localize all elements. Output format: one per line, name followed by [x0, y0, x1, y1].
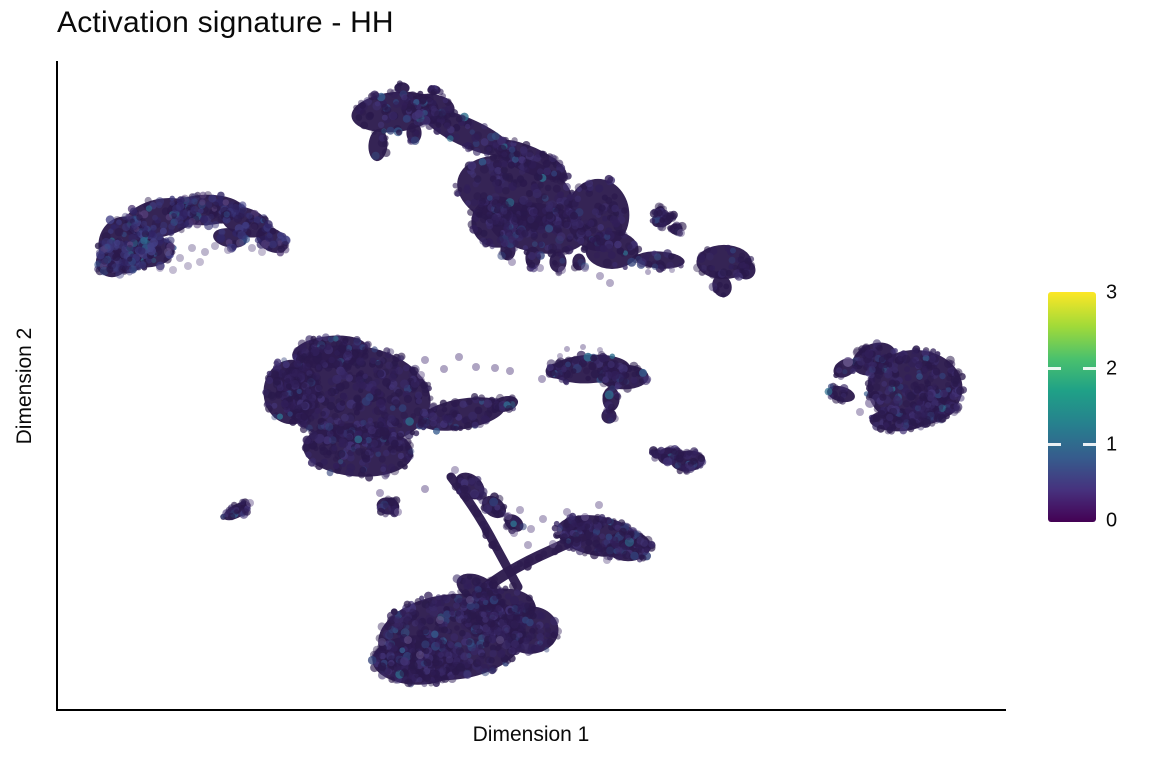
colorbar-label-0: 0: [1106, 509, 1118, 532]
colorbar-label-1: 1: [1106, 433, 1118, 456]
cluster-small-y-top-right: [649, 202, 687, 237]
cluster-right-round: [824, 339, 967, 435]
y-axis-label: Dimension 2: [13, 327, 36, 445]
y-axis-line: [56, 61, 58, 711]
colorbar-tick-2-left: [1048, 367, 1061, 370]
colorbar-tick-2-right: [1083, 367, 1096, 370]
colorbar-tick-1-right: [1083, 443, 1096, 446]
cluster-bottom-body: [367, 573, 562, 688]
colorbar-label-3: 3: [1106, 281, 1118, 304]
cluster-tiny-dash: [220, 498, 254, 521]
cluster-mid-left-body: [262, 333, 527, 535]
cluster-top-arch: [351, 80, 756, 298]
cluster-mid-small-blob: [649, 445, 707, 475]
cluster-right-wing: [504, 501, 656, 564]
colorbar-gradient: [1048, 292, 1096, 522]
colorbar-label-2: 2: [1106, 357, 1118, 380]
cluster-mid-small-bar: [538, 344, 652, 424]
chart-title: Activation signature - HH: [57, 6, 394, 39]
colorbar-tick-1-left: [1048, 443, 1061, 446]
x-axis-line: [56, 709, 1006, 711]
x-axis-label: Dimension 1: [472, 723, 590, 746]
cluster-left-crescent: [94, 191, 291, 279]
